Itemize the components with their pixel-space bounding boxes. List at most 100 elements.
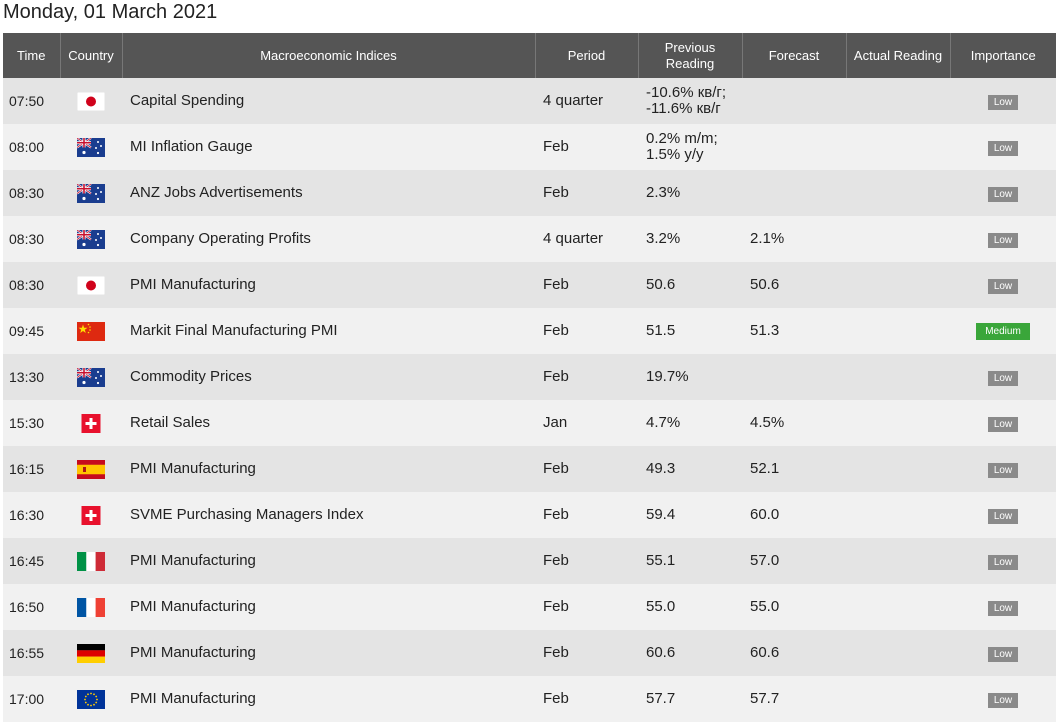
previous-text: 19.7% [646,368,689,385]
flag-shape [82,414,101,433]
table-cell [846,446,950,492]
importance-badge: Low [987,370,1019,386]
table-cell: Feb [535,538,638,584]
table-cell: 50.6 [742,262,846,308]
country-flag [77,92,105,111]
table-cell [60,584,122,630]
table-cell: 09:45 [3,308,60,354]
table-cell: MI Inflation Gauge [122,124,535,170]
importance-badge: Low [987,554,1019,570]
table-cell: Low [950,630,1056,676]
importance-badge: Low [987,646,1019,662]
previous-text: 57.7 [646,690,676,707]
table-cell: 19.7% [638,354,742,400]
column-header: Actual Reading [845,33,950,78]
time-text: 17:00 [9,691,45,707]
period-text: Feb [543,506,569,523]
table-cell [60,170,122,216]
indicator-text: PMI Manufacturing [130,460,256,477]
country-flag [77,138,105,157]
period-text: Feb [543,690,569,707]
indicator-text: PMI Manufacturing [130,644,256,661]
flag-shape [77,690,105,709]
period-text: Feb [543,184,569,201]
table-cell [742,124,846,170]
period-text: Feb [543,138,569,155]
time-text: 13:30 [9,369,45,385]
calendar-table: Time Country Macroeconomic Indices Period Pr… [3,33,1056,722]
previous-text: -10.6% кв/г; -11.6% кв/г [646,84,727,117]
table-row: 16:15 PMI Manufacturing Feb 49.3 52.1 Low [3,446,1056,492]
forecast-text: 57.7 [750,690,780,707]
table-cell [60,308,122,354]
forecast-text: 60.0 [750,506,780,523]
table-cell: Commodity Prices [122,354,535,400]
table-cell: Low [950,584,1056,630]
table-cell: Feb [535,492,638,538]
table-cell: Low [950,216,1056,262]
flag-shape [77,368,105,387]
country-flag [77,506,105,525]
forecast-text: 4.5% [750,414,785,431]
table-cell: 4 quarter [535,216,638,262]
table-cell [846,400,950,446]
period-text: Feb [543,276,569,293]
table-cell [846,78,950,124]
column-header: Importance [949,33,1056,78]
previous-text: 50.6 [646,276,676,293]
importance-badge: Low [987,232,1019,248]
table-cell [60,124,122,170]
table-cell [846,308,950,354]
table-cell: 57.7 [638,676,742,722]
table-cell: ANZ Jobs Advertisements [122,170,535,216]
table-cell: Jan [535,400,638,446]
table-cell: Feb [535,262,638,308]
table-cell [742,170,846,216]
importance-badge: Low [987,600,1019,616]
period-text: 4 quarter [543,92,604,109]
table-cell: 57.7 [742,676,846,722]
table-cell: 07:50 [3,78,60,124]
table-cell: 3.2% [638,216,742,262]
table-cell: Feb [535,630,638,676]
country-flag [77,598,105,617]
table-cell: 16:30 [3,492,60,538]
table-cell [846,354,950,400]
period-text: 4 quarter [543,230,604,247]
time-text: 16:30 [9,507,45,523]
table-cell: Low [950,676,1056,722]
table-cell: PMI Manufacturing [122,446,535,492]
table-cell: Low [950,492,1056,538]
table-row: 08:30 ANZ Jobs Advertisements Feb 2.3% Low [3,170,1056,216]
forecast-text: 60.6 [750,644,780,661]
period-text: Feb [543,368,569,385]
flag-shape [82,506,101,525]
indicator-text: Capital Spending [130,92,245,109]
importance-badge: Low [987,94,1019,110]
period-text: Feb [543,598,569,615]
country-flag [77,184,105,203]
table-cell [60,446,122,492]
table-cell: 4.7% [638,400,742,446]
importance-badge: Low [987,508,1019,524]
time-text: 16:50 [9,599,45,615]
table-row: 17:00 PMI Manufacturing Feb 57.7 57.7 Low [3,676,1056,722]
table-cell: Capital Spending [122,78,535,124]
country-flag [77,230,105,249]
table-cell: 55.0 [742,584,846,630]
period-text: Feb [543,460,569,477]
importance-badge: Low [987,140,1019,156]
period-text: Jan [543,414,568,431]
table-cell: 60.0 [742,492,846,538]
table-cell: 0.2% m/m; 1.5% y/y [638,124,742,170]
indicator-text: PMI Manufacturing [130,690,256,707]
time-text: 16:55 [9,645,45,661]
table-cell: 50.6 [638,262,742,308]
table-cell: 55.1 [638,538,742,584]
table-cell [60,354,122,400]
table-cell: PMI Manufacturing [122,584,535,630]
table-row: 08:30 PMI Manufacturing Feb 50.6 50.6 Low [3,262,1056,308]
table-cell: -10.6% кв/г; -11.6% кв/г [638,78,742,124]
table-cell: Low [950,262,1056,308]
country-flag [77,552,105,571]
